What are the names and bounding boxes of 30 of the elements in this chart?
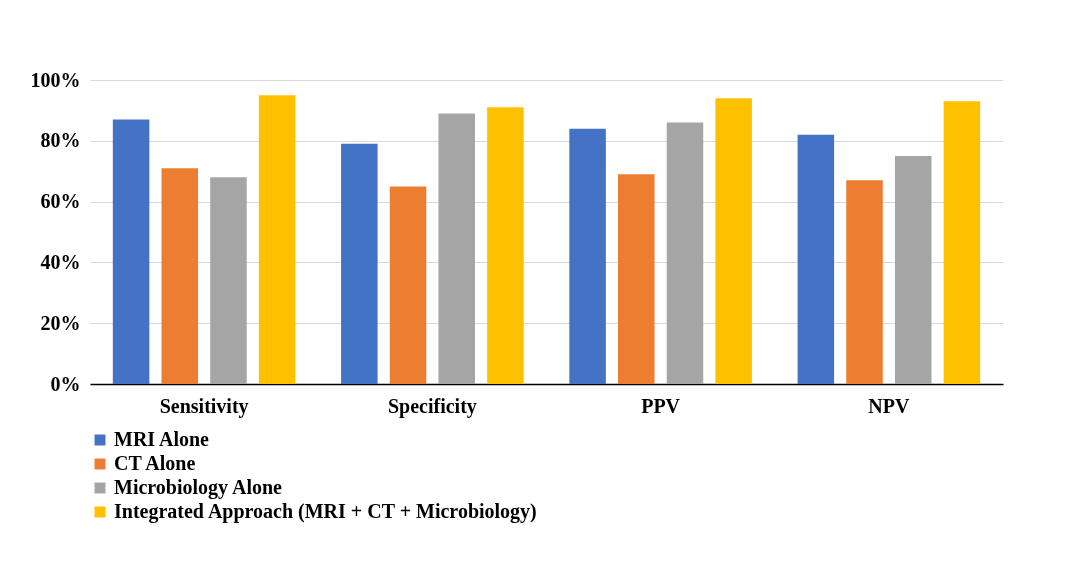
x-tick-label: PPV [641,394,681,417]
bar [894,156,932,384]
bar [618,174,655,384]
x-tick-label: Specificity [387,394,477,418]
bar [210,177,247,384]
legend-label: Integrated Approach (MRI + CT + Microbiology) [114,500,537,523]
y-tick-label: 0% [50,372,81,395]
y-tick-label: 80% [40,129,81,152]
bar [438,113,475,384]
legend-label: MRI Alone [114,428,210,450]
legend-label: Microbiology Alone [114,476,283,499]
bar [943,101,981,384]
bar [389,186,427,384]
legend-label: CT Alone [114,452,196,474]
bar [715,98,752,384]
bar [161,168,199,384]
bar [487,107,524,384]
y-tick-label: 60% [40,190,81,213]
bar [258,95,296,384]
bar [846,180,883,384]
bar [797,134,835,384]
y-tick-label: 40% [40,250,81,273]
x-tick-label: NPV [868,394,910,417]
y-tick-label: 100% [30,68,81,91]
y-tick-label: 20% [40,311,81,334]
bar [666,122,704,384]
bar [112,119,150,384]
x-tick-label: Sensitivity [159,394,249,418]
bar [569,128,606,384]
bar [341,143,378,384]
